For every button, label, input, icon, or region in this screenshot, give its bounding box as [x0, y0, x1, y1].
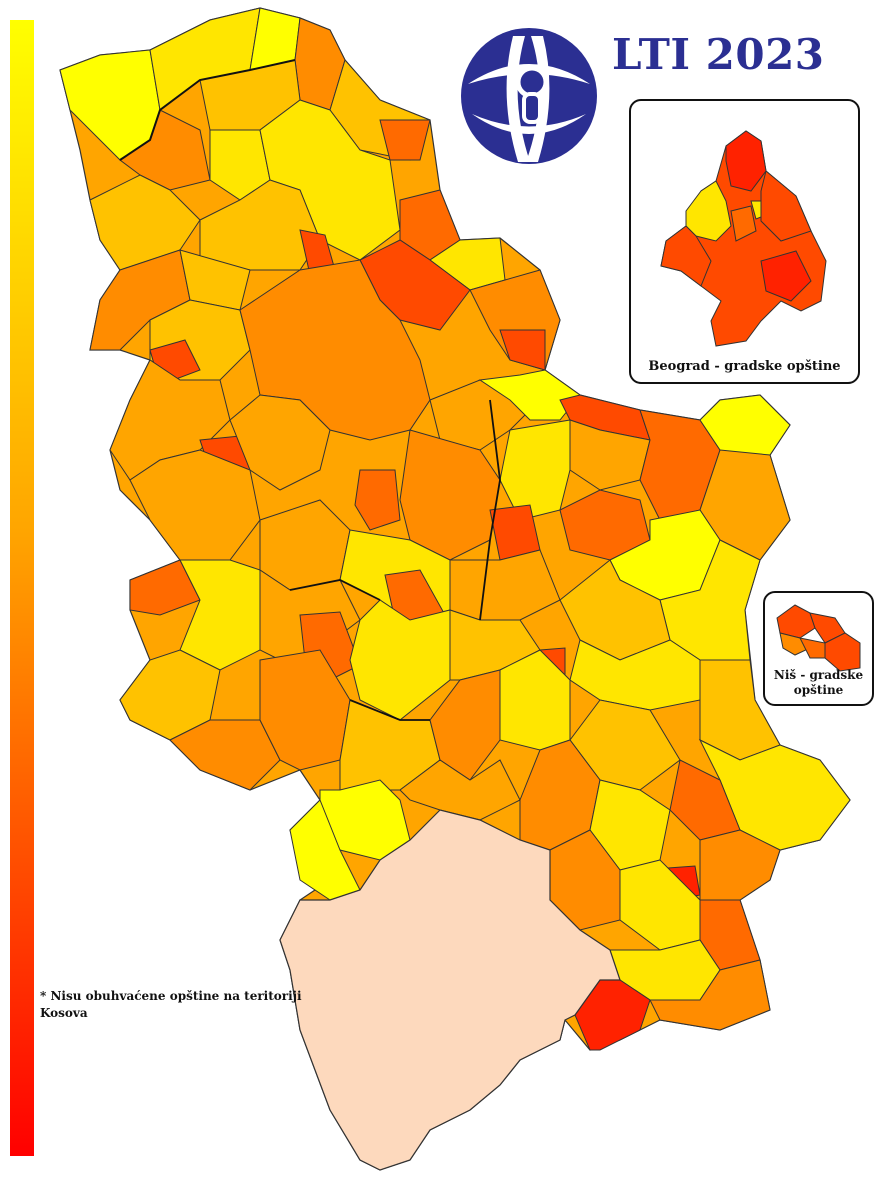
region-ivanjica [179, 559, 261, 671]
region-south-3 [649, 959, 771, 1031]
legend-color-bar [10, 20, 34, 1156]
bg-center-orange [730, 205, 757, 242]
footnote-line2: Kosova [40, 1006, 88, 1020]
nis-5 [824, 632, 861, 672]
inset-beograd: Beograd - gradske opštine [629, 99, 860, 384]
bg-north-red [725, 130, 767, 192]
region-uzice [129, 449, 261, 561]
boundary-east [479, 399, 501, 621]
page-title: LTI 2023 [612, 30, 825, 79]
bg-west [660, 225, 712, 287]
region-kursumlija [259, 649, 351, 771]
region-kosovo [279, 809, 621, 1171]
footnote: * Nisu obuhvaćene opštine na teritoriji … [40, 988, 320, 1022]
boundary-south [289, 579, 430, 721]
region-ub [229, 394, 331, 491]
beograd-label: Beograd - gradske opštine [648, 359, 841, 374]
region-backa [89, 174, 201, 271]
nis-label-line1: Niš - gradske [773, 668, 864, 682]
transparency-logo [461, 28, 597, 164]
nis-3 [779, 632, 811, 656]
region-tutin [119, 649, 221, 741]
inset-nis: Niš - gradske opštine [763, 591, 874, 706]
nis-label: Niš - gradske opštine [765, 668, 872, 698]
beograd-map [660, 130, 827, 347]
region-kragujevac-red [354, 469, 401, 531]
nis-1 [776, 604, 816, 639]
bg-east [760, 170, 812, 242]
footnote-line1: * Nisu obuhvaćene opštine na teritoriji [40, 989, 302, 1003]
nis-map [776, 604, 861, 672]
nis-label-line2: opštine [793, 683, 844, 697]
region-novi-becej [379, 119, 431, 161]
region-priboj-red [129, 559, 201, 616]
region-jagodina [399, 429, 501, 561]
boundary-vojvodina [119, 59, 296, 161]
bg-south-red [760, 250, 812, 302]
